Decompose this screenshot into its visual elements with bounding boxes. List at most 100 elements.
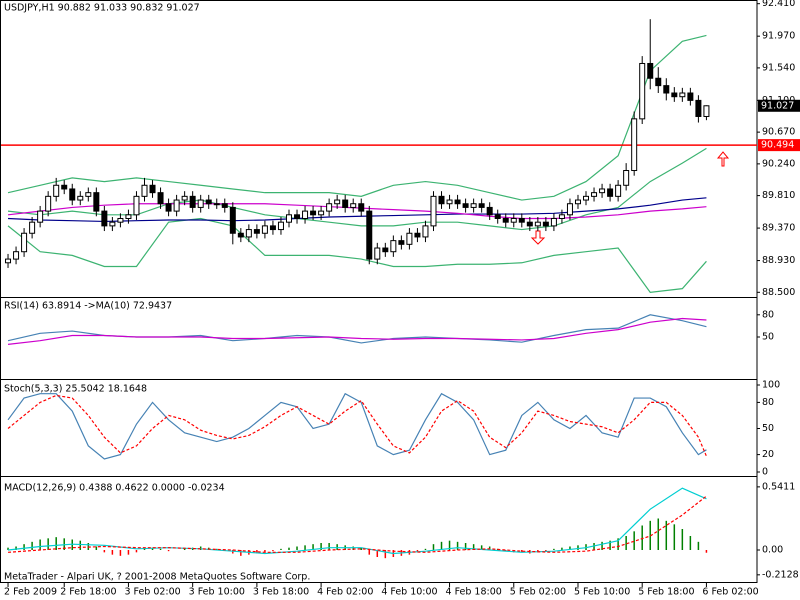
histogram-bar [264, 550, 266, 553]
candle-body [526, 221, 533, 227]
y-tick-label: 89.810 [762, 190, 795, 201]
candle-body [655, 77, 662, 87]
candle-body [518, 217, 525, 223]
histogram-bar [665, 520, 668, 550]
candle-body [205, 199, 212, 205]
histogram-bar [135, 550, 138, 553]
candle-body [213, 203, 220, 206]
x-tick-label: 3 Feb 10:00 [189, 587, 245, 598]
y-tick-label: -0.2128 [762, 569, 799, 580]
histogram-bar [561, 547, 563, 550]
y-tick-label: 50 [762, 423, 774, 434]
histogram-bar [553, 548, 555, 550]
x-tick-label: 3 Feb 02:00 [124, 587, 180, 598]
candle-body [382, 247, 389, 253]
histogram-bar [681, 529, 684, 550]
candle-body [574, 199, 581, 205]
candle-body [430, 195, 437, 227]
candle-body [695, 99, 702, 117]
candle-body [77, 195, 84, 201]
candle-body [366, 210, 373, 260]
candle-body [679, 92, 686, 98]
indicator-line [7, 34, 707, 201]
candle-body [237, 232, 244, 238]
candle-body [261, 225, 268, 234]
histogram-bar [472, 544, 475, 550]
candle-body [13, 251, 20, 260]
y-tick-label: 20 [762, 449, 774, 460]
panel-title: RSI(14) 63.8914 ->MA(10) 72.9437 [4, 301, 172, 312]
histogram-bar [55, 537, 57, 550]
candle-body [245, 229, 252, 238]
x-tick-label: 3 Feb 18:00 [253, 587, 309, 598]
panel [1, 19, 757, 293]
candle-body [414, 232, 421, 238]
hline-label-bg [758, 139, 800, 152]
panel-title: USDJPY,H1 90.882 91.033 90.832 91.027 [4, 3, 200, 14]
histogram-bar [127, 550, 130, 555]
panel-title: MACD(12,26,9) 0.4388 0.4622 0.0000 -0.02… [4, 483, 225, 494]
y-tick-label: 50 [762, 332, 774, 343]
histogram-bar [689, 536, 692, 550]
histogram-bar [119, 550, 122, 556]
candle-body [607, 188, 614, 197]
panel-frames [0, 0, 758, 583]
candle-body [277, 221, 284, 231]
candle-body [558, 214, 565, 219]
candle-body [342, 199, 349, 208]
candle-body [591, 192, 598, 197]
candle-body [510, 217, 517, 223]
candle-body [703, 105, 710, 117]
candle-body [165, 203, 172, 212]
candle-body [101, 210, 108, 227]
histogram-bar [320, 543, 322, 550]
histogram-bar [424, 548, 427, 550]
candle-body [173, 199, 180, 212]
histogram-bar [657, 518, 660, 550]
y-tick-label: 0.5411 [762, 481, 795, 492]
candle-body [45, 195, 52, 212]
footer: MetaTrader - Alpari UK, ? 2001-2008 Meta… [4, 572, 310, 583]
candle-body [229, 206, 236, 234]
candle-body [438, 195, 445, 205]
candle-body [494, 214, 501, 219]
candle-body [141, 184, 148, 197]
histogram-bar [673, 524, 676, 550]
candle-body [502, 217, 509, 223]
candle-body [69, 188, 76, 201]
candle-body [374, 247, 381, 260]
candle-body [566, 203, 573, 216]
candle-body [109, 221, 116, 227]
candle-body [310, 210, 317, 216]
histogram-bar [625, 536, 627, 550]
histogram-bar [705, 550, 708, 553]
candle-body [550, 217, 557, 227]
histogram-bar [288, 547, 290, 550]
indicator-line [7, 392, 707, 460]
candle-body [221, 203, 228, 208]
histogram-bar [521, 550, 523, 553]
candle-body [189, 195, 196, 208]
candle-body [542, 221, 549, 227]
y-tick-label: 88.930 [762, 255, 795, 266]
x-tick-label: 6 Feb 02:00 [702, 587, 758, 598]
candle-body [478, 203, 485, 208]
histogram-bar [111, 550, 114, 555]
histogram-bar [296, 546, 298, 550]
x-tick-label: 5 Feb 02:00 [510, 587, 566, 598]
candle-body [639, 62, 646, 120]
panel [7, 487, 708, 559]
candle-body [599, 188, 606, 194]
y-tick-label: 92.410 [762, 0, 795, 9]
candle-body [269, 225, 276, 231]
candle-body [253, 229, 260, 234]
candle-body [117, 217, 124, 223]
candle-body [125, 214, 132, 219]
candle-body [623, 170, 630, 186]
histogram-bar [480, 545, 483, 550]
candle-body [534, 221, 541, 227]
candle-body [61, 184, 68, 190]
candle-body [197, 199, 204, 208]
histogram-bar [545, 550, 547, 552]
y-tick-label: 0.00 [762, 545, 783, 556]
